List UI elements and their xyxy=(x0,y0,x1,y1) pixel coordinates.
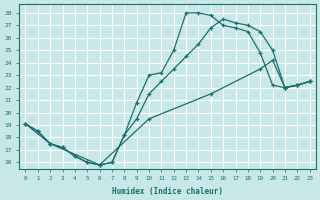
X-axis label: Humidex (Indice chaleur): Humidex (Indice chaleur) xyxy=(112,187,223,196)
